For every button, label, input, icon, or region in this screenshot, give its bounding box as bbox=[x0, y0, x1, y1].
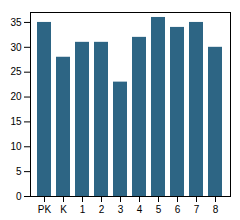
svg-text:20: 20 bbox=[10, 91, 22, 102]
svg-text:3: 3 bbox=[118, 204, 124, 215]
svg-text:15: 15 bbox=[10, 116, 22, 127]
svg-text:PK: PK bbox=[38, 204, 52, 215]
svg-text:35: 35 bbox=[10, 17, 22, 28]
svg-text:6: 6 bbox=[175, 204, 181, 215]
svg-text:10: 10 bbox=[10, 141, 22, 152]
svg-text:0: 0 bbox=[16, 191, 22, 202]
svg-text:K: K bbox=[60, 204, 67, 215]
svg-text:25: 25 bbox=[10, 66, 22, 77]
svg-text:1: 1 bbox=[80, 204, 86, 215]
svg-text:8: 8 bbox=[213, 204, 219, 215]
svg-text:5: 5 bbox=[156, 204, 162, 215]
svg-text:2: 2 bbox=[99, 204, 105, 215]
svg-text:5: 5 bbox=[16, 166, 22, 177]
svg-text:30: 30 bbox=[10, 42, 22, 53]
svg-text:4: 4 bbox=[137, 204, 143, 215]
svg-text:7: 7 bbox=[194, 204, 200, 215]
